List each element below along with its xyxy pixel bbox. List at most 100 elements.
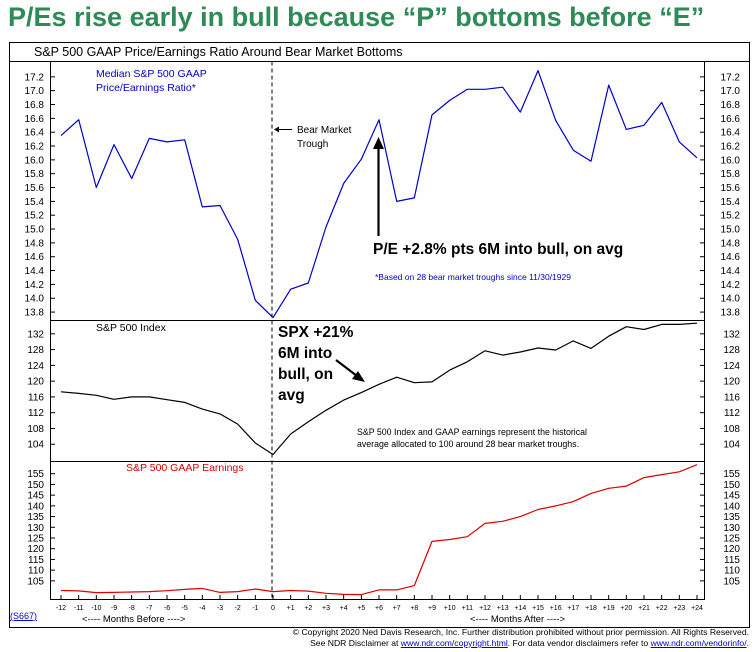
spx-ytick-label-left: 104 xyxy=(27,440,44,451)
xtick-label: +13 xyxy=(497,605,509,612)
earnings-ytick-label-right: 130 xyxy=(723,523,740,534)
pe-ytick-label-left: 14.8 xyxy=(25,238,45,249)
xtick-label: 0 xyxy=(271,605,275,612)
copyright-link[interactable]: www.ndr.com/copyright.html xyxy=(400,638,508,648)
earnings-ytick-label-left: 135 xyxy=(27,512,44,523)
earnings-ytick-label-left: 125 xyxy=(27,534,44,545)
earnings-ytick-label-right: 120 xyxy=(723,544,740,555)
xtick-label: +18 xyxy=(585,605,597,612)
earnings-ytick-label-left: 150 xyxy=(27,480,44,491)
earnings-ytick-label-right: 125 xyxy=(723,534,740,545)
spx-callout-line3: bull, on xyxy=(278,366,333,383)
spx-ytick-label-right: 104 xyxy=(723,440,740,451)
copyright-footer: © Copyright 2020 Ned Davis Research, Inc… xyxy=(0,627,749,649)
disclaimer-prefix: See NDR Disclaimer at xyxy=(310,638,401,648)
xtick-label: +9 xyxy=(428,605,436,612)
trough-arrow xyxy=(274,126,292,133)
xtick-label: +3 xyxy=(322,605,330,612)
pe-ytick-label-left: 15.6 xyxy=(25,183,45,194)
pe-series-label-line1: Median S&P 500 GAAP xyxy=(96,68,207,80)
pe-ytick-label-right: 13.8 xyxy=(721,308,741,319)
pe-series-label-line2: Price/Earnings Ratio* xyxy=(96,82,196,94)
xtick-label: +23 xyxy=(673,605,685,612)
xtick-label: +14 xyxy=(514,605,526,612)
spx-callout-arrow xyxy=(335,359,365,382)
pe-ytick-label-right: 16.2 xyxy=(721,142,741,153)
figure-code[interactable]: (S667) xyxy=(10,611,38,621)
xtick-label: -1 xyxy=(252,605,258,612)
pe-ytick-label-right: 14.8 xyxy=(721,238,741,249)
pe-ytick-label-left: 16.6 xyxy=(25,114,45,125)
disclaimer-suffix: . xyxy=(746,638,749,648)
pe-footnote: *Based on 28 bear market troughs since 1… xyxy=(375,272,571,282)
series-layer xyxy=(60,69,698,596)
pe-ytick-label-right: 15.2 xyxy=(721,211,741,222)
axes-layer: 13.8 13.8 14.0 14.0 14.2 14.2 14.4 14.4 14.6 14.6… xyxy=(25,72,741,612)
pe-callout: P/E +2.8% pts 6M into bull, on avg xyxy=(373,241,623,258)
trough-label: Bear Market xyxy=(297,125,352,136)
pe-ytick-label-right: 15.0 xyxy=(721,225,741,236)
xtick-label: +1 xyxy=(287,605,295,612)
earnings-ytick-label-left: 110 xyxy=(28,566,44,577)
earnings-ytick-label-right: 115 xyxy=(724,555,740,566)
xtick-label: +20 xyxy=(620,605,632,612)
pe-ytick-label-left: 16.8 xyxy=(25,100,45,111)
pe-ytick-label-left: 14.4 xyxy=(25,266,45,277)
pe-ytick-label-right: 15.6 xyxy=(721,183,741,194)
xtick-label: -12 xyxy=(56,605,66,612)
spx-ytick-label-left: 112 xyxy=(28,408,44,419)
trough-label-2: Trough xyxy=(297,139,328,150)
pe-ytick-label-right: 14.2 xyxy=(721,280,741,291)
earnings-ytick-label-left: 155 xyxy=(27,469,44,480)
spx-callout-line4: avg xyxy=(278,387,305,404)
earnings-series-label: S&P 500 GAAP Earnings xyxy=(126,462,244,474)
x-label-months-before: <---- Months Before ----> xyxy=(82,614,186,625)
pe-ytick-label-left: 15.4 xyxy=(25,197,45,208)
pe-ytick-label-right: 14.4 xyxy=(721,266,741,277)
spx-ytick-label-right: 132 xyxy=(723,329,740,340)
pe-ytick-label-right: 14.6 xyxy=(721,252,741,263)
xtick-label: +2 xyxy=(304,605,312,612)
spx-series-line xyxy=(60,322,698,456)
spx-note-line1: S&P 500 Index and GAAP earnings represen… xyxy=(357,427,587,437)
pe-ytick-label-right: 16.8 xyxy=(721,100,741,111)
xtick-label: +10 xyxy=(444,605,456,612)
spx-ytick-label-left: 116 xyxy=(28,392,44,403)
xtick-label: +11 xyxy=(462,605,473,612)
xtick-label: +22 xyxy=(656,605,668,612)
copyright-line-2: See NDR Disclaimer at www.ndr.com/copyri… xyxy=(0,638,749,649)
xtick-label: +21 xyxy=(638,605,650,612)
xtick-label: -8 xyxy=(129,605,135,612)
pe-ytick-label-right: 15.4 xyxy=(721,197,741,208)
spx-callout-line2: 6M into xyxy=(278,345,332,362)
pe-ytick-label-left: 14.0 xyxy=(25,294,45,305)
earnings-ytick-label-left: 105 xyxy=(27,576,44,587)
pe-ytick-label-left: 14.2 xyxy=(25,280,45,291)
pe-ytick-label-left: 17.2 xyxy=(25,72,45,83)
earnings-ytick-label-right: 145 xyxy=(723,491,740,502)
vendor-link[interactable]: www.ndr.com/vendorinfo/ xyxy=(650,638,747,648)
xtick-label: -11 xyxy=(74,605,84,612)
xtick-label: -3 xyxy=(217,605,223,612)
xtick-label: +12 xyxy=(479,605,491,612)
xtick-label: +24 xyxy=(691,605,703,612)
pe-ytick-label-right: 16.6 xyxy=(721,114,741,125)
pe-ytick-label-right: 14.0 xyxy=(721,294,741,305)
earnings-ytick-label-left: 145 xyxy=(27,491,44,502)
copyright-line-1: © Copyright 2020 Ned Davis Research, Inc… xyxy=(292,627,749,637)
xtick-label: -7 xyxy=(146,605,152,612)
earnings-ytick-label-left: 130 xyxy=(27,523,44,534)
pe-ytick-label-left: 15.8 xyxy=(25,169,45,180)
pe-ytick-label-right: 15.8 xyxy=(721,169,741,180)
headline: P/Es rise early in bull because “P” bott… xyxy=(8,2,705,32)
earnings-ytick-label-right: 105 xyxy=(723,576,740,587)
pe-ytick-label-right: 17.0 xyxy=(721,86,741,97)
pe-ytick-label-left: 13.8 xyxy=(25,308,45,319)
spx-ytick-label-left: 108 xyxy=(27,424,44,435)
xtick-label: +16 xyxy=(550,605,562,612)
pe-ytick-label-left: 15.2 xyxy=(25,211,45,222)
xtick-label: -2 xyxy=(235,605,241,612)
earnings-ytick-label-right: 140 xyxy=(723,501,740,512)
pe-ytick-label-right: 16.0 xyxy=(721,155,741,166)
